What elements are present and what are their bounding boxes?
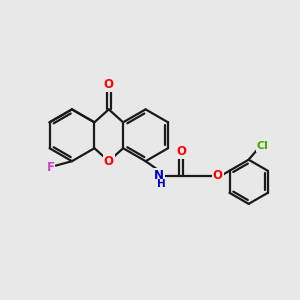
Text: O: O bbox=[104, 155, 114, 168]
Text: O: O bbox=[213, 169, 223, 182]
Text: H: H bbox=[157, 179, 166, 189]
Text: O: O bbox=[176, 145, 186, 158]
Text: O: O bbox=[104, 78, 114, 92]
Text: F: F bbox=[46, 160, 55, 174]
Text: N: N bbox=[154, 169, 164, 182]
Text: Cl: Cl bbox=[257, 141, 269, 151]
